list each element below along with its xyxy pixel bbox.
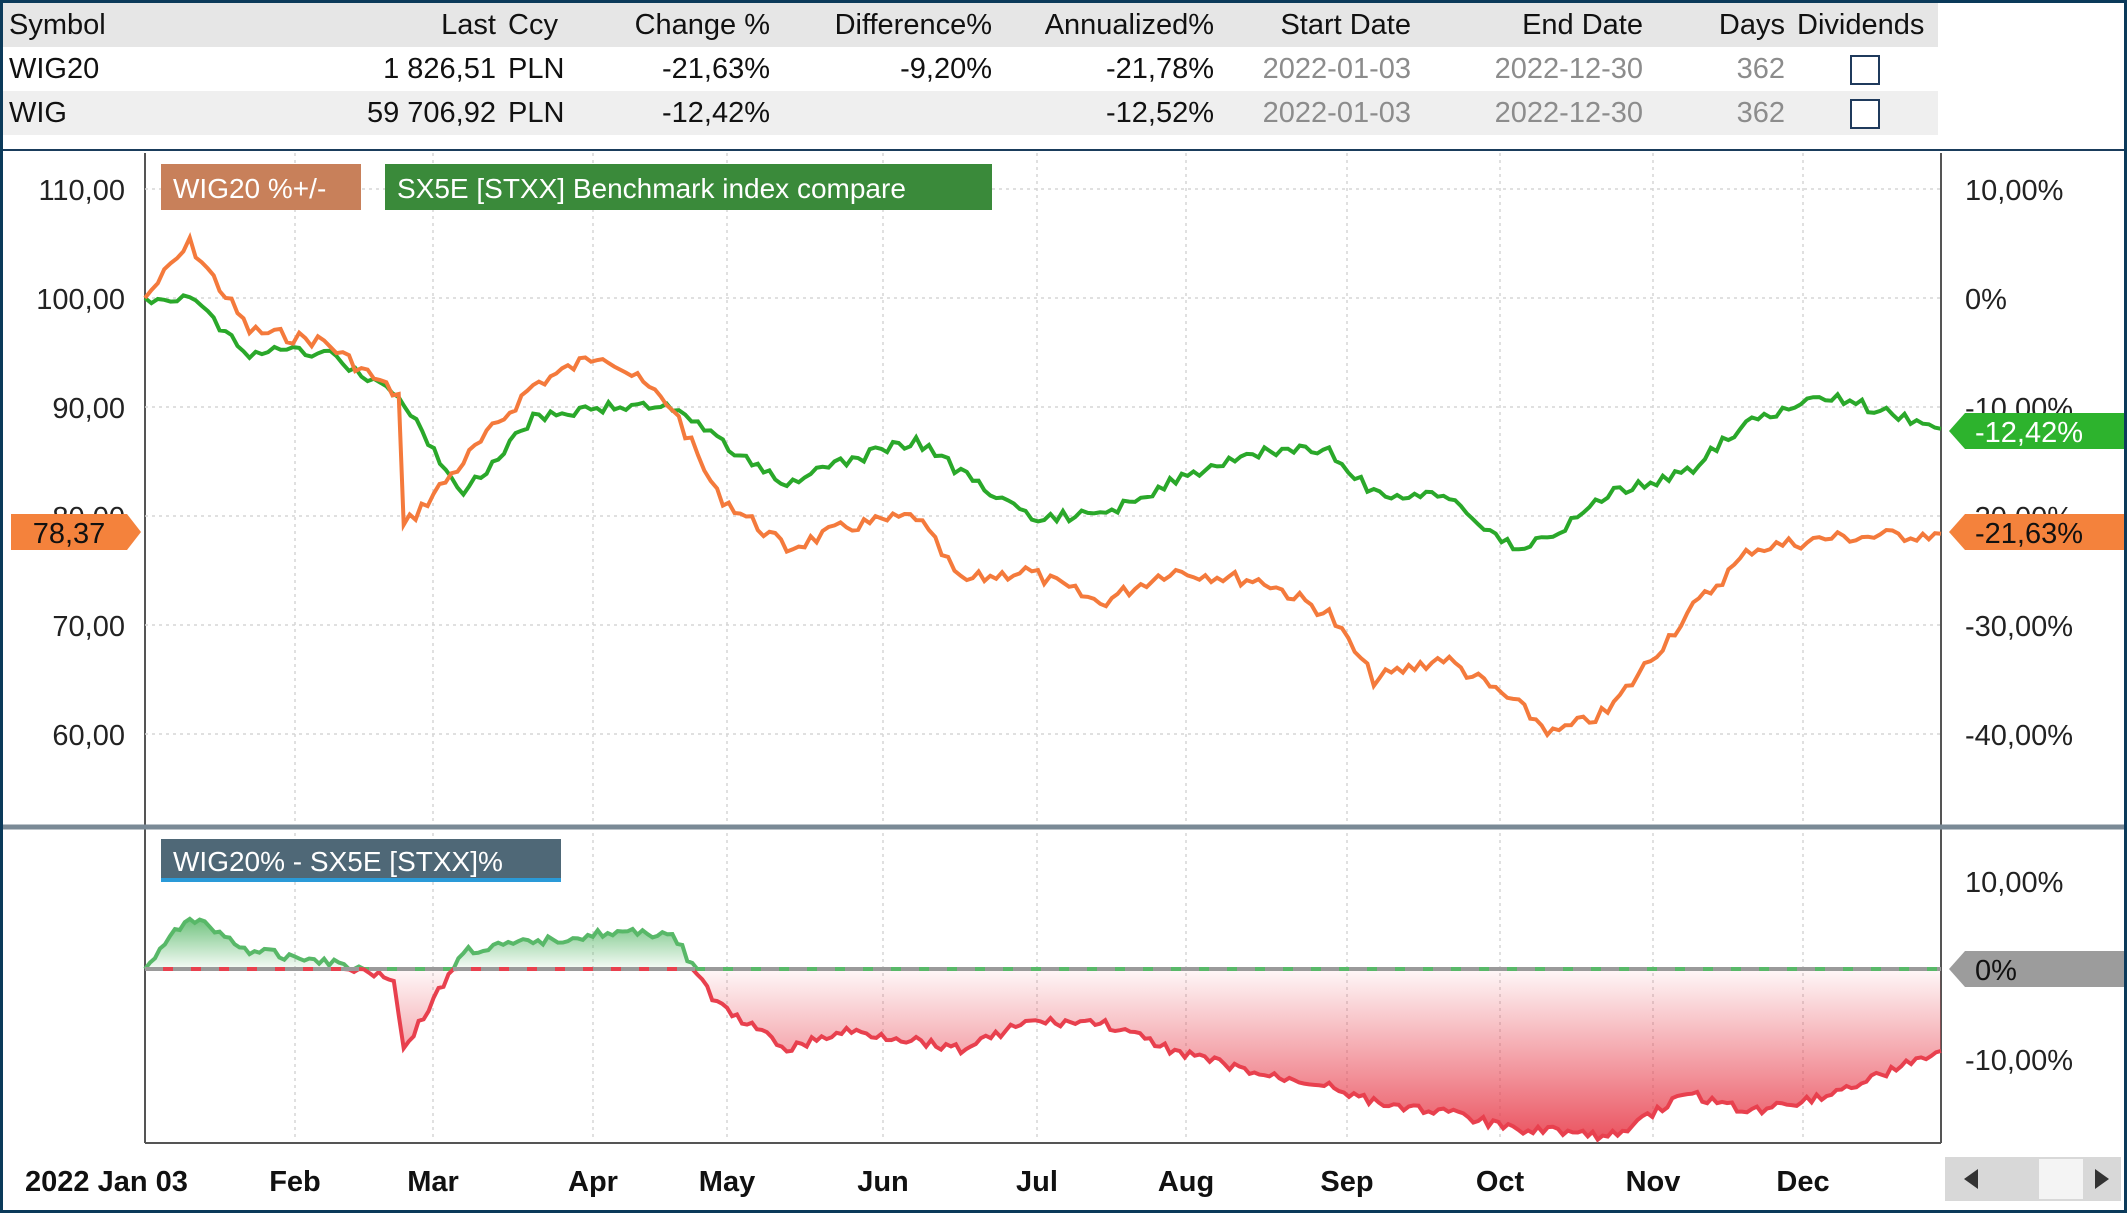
left-price-label: 78,37: [33, 518, 106, 550]
legend-difference-label: WIG20% - SX5E [STXX]%: [173, 846, 503, 877]
gridlines: [145, 153, 1941, 1141]
cell-symbol: WIG: [9, 96, 67, 129]
difference-negative-line: [145, 966, 1942, 1143]
cell-start-date: 2022-01-03: [1262, 52, 1411, 85]
header-days[interactable]: Days: [1718, 8, 1785, 41]
left-tick: 60,00: [52, 720, 125, 752]
cell-end-date: 2022-12-30: [1494, 96, 1643, 129]
table-row[interactable]: WIG 59 706,92 PLN -12,42% -12,52% 2022-0…: [3, 91, 1938, 135]
left-price-tag: 78,37: [11, 514, 141, 550]
legend-sx5e-label: SX5E [STXX] Benchmark index compare: [397, 173, 906, 204]
cell-difference: -9,20%: [900, 52, 992, 85]
difference-positive-fill: [145, 918, 1941, 969]
right-tick: -10,00%: [1965, 1045, 2073, 1077]
dividends-checkbox[interactable]: [1849, 54, 1880, 85]
left-tick: 70,00: [52, 611, 125, 643]
table-header-row: Symbol Last Ccy Change % Difference% Ann…: [3, 3, 1938, 47]
right-tick: -30,00%: [1965, 611, 2073, 643]
wig-line: [143, 293, 1942, 552]
cell-end-date: 2022-12-30: [1494, 52, 1643, 85]
right-tick: -40,00%: [1965, 720, 2073, 752]
horizontal-scrollbar[interactable]: [1945, 1157, 2121, 1201]
legend-wig20-swatch: [161, 164, 361, 210]
header-ccy[interactable]: Ccy: [508, 8, 558, 41]
cell-days: 362: [1736, 96, 1785, 129]
right-wig-label: -12,42%: [1975, 417, 2083, 449]
left-tick: 90,00: [52, 393, 125, 425]
lower-right-axis-ticks: 10,00% -10,00%: [1965, 867, 2073, 1077]
right-wig20-tag: -21,63%: [1949, 514, 2124, 550]
left-axis-ticks: 110,00 100,00 90,00 80,00 70,00 60,00: [36, 175, 125, 752]
x-tick: May: [699, 1166, 755, 1198]
cell-ccy: PLN: [508, 52, 565, 85]
dividends-checkbox[interactable]: [1849, 98, 1880, 129]
difference-area: [143, 916, 1942, 1143]
difference-negative-fill: [145, 969, 1941, 1140]
header-end-date[interactable]: End Date: [1522, 8, 1643, 41]
legend-difference[interactable]: WIG20% - SX5E [STXX]%: [161, 839, 561, 882]
right-tick: 0%: [1965, 284, 2007, 316]
header-change[interactable]: Change %: [634, 8, 770, 41]
x-tick: Nov: [1626, 1166, 1681, 1198]
cell-dividends: [1791, 91, 1938, 135]
scrollbar-thumb[interactable]: [2039, 1159, 2083, 1199]
legend-wig20[interactable]: WIG20 %+/-: [161, 164, 361, 210]
cell-dividends: [1791, 47, 1938, 91]
x-tick: 2022 Jan 03: [25, 1166, 188, 1198]
difference-positive-line: [143, 916, 1941, 971]
x-tick: Sep: [1320, 1166, 1373, 1198]
cell-annualized: -12,52%: [1105, 96, 1214, 129]
x-tick: Oct: [1476, 1166, 1525, 1198]
cell-ccy: PLN: [508, 96, 565, 129]
table-row[interactable]: WIG20 1 826,51 PLN -21,63% -9,20% -21,78…: [3, 47, 1938, 91]
cell-symbol: WIG20: [9, 52, 100, 85]
right-zero-tag: 0%: [1949, 951, 2124, 987]
x-tick: Apr: [568, 1166, 618, 1198]
legend-difference-underline: [161, 878, 561, 882]
table-gap: [3, 150, 2124, 154]
x-tick: Feb: [269, 1166, 321, 1198]
right-wig-tag: -12,42%: [1949, 413, 2124, 449]
legend-sx5e-swatch: [385, 164, 992, 210]
header-symbol[interactable]: Symbol: [9, 8, 106, 41]
header-annualized[interactable]: Annualized%: [1044, 8, 1214, 41]
x-tick: Dec: [1776, 1166, 1829, 1198]
cell-last: 1 826,51: [383, 52, 496, 85]
x-axis-labels: 2022 Jan 03 Feb Mar Apr May Jun Jul Aug …: [25, 1166, 1830, 1198]
header-dividends[interactable]: Dividends: [1797, 8, 1925, 41]
header-last[interactable]: Last: [441, 8, 496, 41]
legend-sx5e[interactable]: SX5E [STXX] Benchmark index compare: [385, 164, 992, 210]
cell-annualized: -21,78%: [1105, 52, 1214, 85]
header-difference[interactable]: Difference%: [834, 8, 992, 41]
x-tick: Aug: [1158, 1166, 1214, 1198]
quote-table: Symbol Last Ccy Change % Difference% Ann…: [3, 3, 1938, 135]
wig20-line: [143, 231, 1942, 739]
x-tick: Jun: [857, 1166, 909, 1198]
x-tick: Mar: [407, 1166, 459, 1198]
cell-last: 59 706,92: [366, 96, 496, 129]
scroll-right-icon[interactable]: [2095, 1169, 2109, 1189]
cell-start-date: 2022-01-03: [1262, 96, 1411, 129]
right-zero-label: 0%: [1975, 955, 2017, 987]
scroll-left-icon[interactable]: [1964, 1169, 1978, 1189]
x-tick: Jul: [1016, 1166, 1058, 1198]
cell-change: -21,63%: [661, 52, 770, 85]
right-wig20-label: -21,63%: [1975, 518, 2083, 550]
left-tick: 110,00: [38, 175, 125, 207]
left-tick: 100,00: [36, 284, 125, 316]
right-axis-ticks: 10,00% 0% -10,00% -20,00% -30,00% -40,00…: [1965, 175, 2073, 752]
legend-wig20-label: WIG20 %+/-: [173, 173, 326, 204]
cell-days: 362: [1736, 52, 1785, 85]
chart-area[interactable]: WIG20 %+/- SX5E [STXX] Benchmark index c…: [3, 3, 2124, 1210]
right-tick: 10,00%: [1965, 175, 2063, 207]
legend-difference-swatch: [161, 839, 561, 882]
right-tick: 10,00%: [1965, 867, 2063, 899]
cell-change: -12,42%: [661, 96, 770, 129]
header-start-date[interactable]: Start Date: [1280, 8, 1411, 41]
